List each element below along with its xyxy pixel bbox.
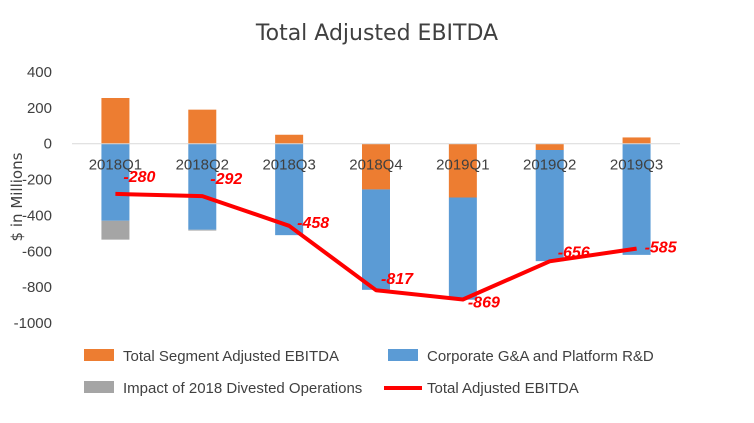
category-label: 2018Q2 [176,157,229,174]
data-label: -458 [297,215,329,232]
y-axis-ticks: 400 200 0 -200 -400 -600 -800 -1000 [14,64,52,332]
legend-segment-adjusted-ebitda: Total Segment Adjusted EBITDA [84,348,339,365]
category-label: 2018Q3 [262,157,315,174]
bar-corporate-ga-rd [188,143,217,230]
bar-corporate-ga-rd [535,149,564,262]
bar-corporate-ga-rd [275,143,304,236]
y-tick-label: 0 [44,136,52,153]
y-tick-label: -200 [22,172,52,189]
legend-label: Total Adjusted EBITDA [427,380,579,397]
bar-segment-adjusted-ebitda [448,143,477,198]
data-label: -585 [645,240,678,257]
data-labels: -280 -292 -458 -817 -869 -656 -585 [123,169,677,312]
total-line-group [115,191,637,302]
y-tick-label: -800 [22,279,52,296]
legend-swatch [388,349,418,361]
legend-total-adjusted-ebitda: Total Adjusted EBITDA [384,380,579,397]
bar-corporate-ga-rd [448,197,477,300]
bar-segment-adjusted-ebitda [101,97,130,144]
legend-label: Corporate G&A and Platform R&D [427,348,654,365]
y-tick-label: -600 [22,243,52,260]
data-label: -869 [468,295,500,312]
y-tick-label: -1000 [14,315,52,332]
bars-group [101,97,651,300]
y-tick-label: -400 [22,207,52,224]
bar-divested-operations [101,220,130,240]
bar-corporate-ga-rd [101,143,130,221]
legend: Total Segment Adjusted EBITDA Corporate G… [84,348,654,397]
bar-corporate-ga-rd [622,143,651,255]
bar-corporate-ga-rd [362,189,390,290]
total-adjusted-ebitda-line [115,191,637,302]
data-label: -817 [381,271,414,288]
legend-swatch [84,381,114,393]
legend-corporate-ga-rd: Corporate G&A and Platform R&D [388,348,654,365]
category-labels: 2018Q1 2018Q2 2018Q3 2018Q4 2019Q1 2019Q2 2019… [89,157,664,174]
y-axis-label: $ in Millions [8,152,26,241]
legend-swatch [84,349,114,361]
bar-segment-adjusted-ebitda [188,109,217,144]
data-label: -292 [210,171,242,188]
legend-divested-operations: Impact of 2018 Divested Operations [84,380,362,397]
bar-segment-adjusted-ebitda [622,137,651,144]
legend-label: Total Segment Adjusted EBITDA [123,348,339,365]
category-label: 2019Q3 [610,157,663,174]
category-label: 2019Q2 [523,157,576,174]
data-label: -656 [558,244,590,261]
bar-segment-adjusted-ebitda [535,143,564,150]
legend-label: Impact of 2018 Divested Operations [123,380,362,397]
category-label: 2018Q4 [349,157,402,174]
category-label: 2019Q1 [436,157,489,174]
y-tick-label: 400 [27,64,52,81]
y-tick-label: 200 [27,100,52,117]
bar-segment-adjusted-ebitda [275,134,304,144]
bar-divested-operations [188,229,217,231]
bar-segment-adjusted-ebitda [362,143,390,190]
chart-title: Total Adjusted EBITDA [255,21,498,46]
data-label: -280 [123,169,155,186]
category-label: 2018Q1 [89,157,142,174]
